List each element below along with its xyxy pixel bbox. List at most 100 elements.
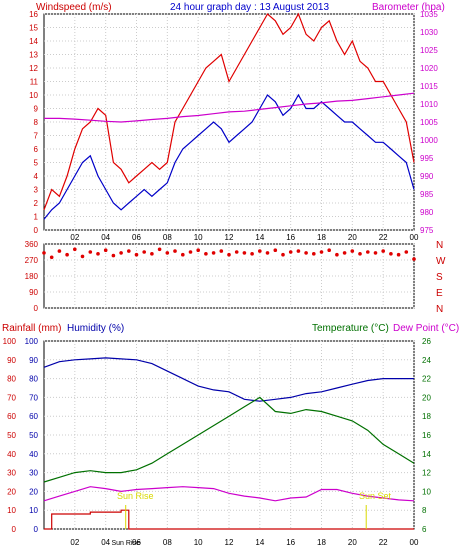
wind-y-tick: 9 [34,105,39,114]
wind-y-tick: 12 [29,64,38,73]
dir-point [96,252,100,256]
lower-x-tick: 12 [225,538,234,547]
annotations: Sun Rise Sun Set [117,491,392,529]
temp-y-tick: 18 [422,412,431,421]
rain-y-tick: 40 [7,450,16,459]
baro-y-tick: 1030 [420,28,438,37]
rain-y-tick: 90 [7,356,16,365]
dir-point [389,252,393,256]
dir-y-tick: 90 [29,288,38,297]
dir-point [242,251,247,255]
wind-y-tick: 16 [29,10,38,19]
temp-y-tick: 6 [422,525,427,534]
wind-y-tick: 13 [29,51,38,60]
dir-point [49,255,54,260]
wind-y-tick: 2 [34,199,39,208]
dir-point [188,250,193,254]
dir-point [412,257,416,261]
hum-y-tick: 50 [29,431,38,440]
temp-y-tick: 12 [422,469,431,478]
dew-line [43,486,415,502]
dir-point [142,250,146,254]
dir-point [265,251,270,255]
dir-point [366,250,370,254]
dir-point [296,249,301,253]
dir-point [258,249,262,253]
baro-y-tick: 1025 [420,46,438,55]
dir-point [281,252,285,257]
baro-y-tick: 995 [420,154,434,163]
lower-x-tick: 06 [132,538,141,547]
windspeed-label: Windspeed (m/s) [36,2,112,13]
dir-point [250,252,254,256]
dir-point [312,252,316,256]
dir-point [204,252,208,256]
dir-y-tick: 180 [25,272,39,281]
wind-x-tick: 00 [410,233,419,242]
rain-y-tick: 0 [12,525,17,534]
lower-x-tick: 14 [255,538,264,547]
wind-y-tick: 8 [34,118,39,127]
rain-y-tick: 100 [3,337,17,346]
hum-y-tick: 100 [25,337,39,346]
graph-title: 24 hour graph day : 13 August 2013 [170,2,329,13]
rain-y-tick: 30 [7,469,16,478]
dir-point [335,252,339,257]
dir-point [350,249,355,253]
baro-y-tick: 1005 [420,118,438,127]
wind-y-tick: 4 [34,172,39,181]
dir-point [88,250,93,254]
dir-point [57,249,62,253]
dir-point [157,247,162,252]
dir-point [319,250,324,254]
sun-rise-annotation: Sun Rise [117,491,154,501]
dir-point [404,250,409,254]
hum-y-tick: 0 [34,525,39,534]
lower-x-tick: 04 [101,538,110,547]
dir-point [342,251,347,255]
wind-y-tick: 5 [34,159,39,168]
temp-y-tick: 24 [422,356,431,365]
sunrise-x-tick: Sun Rise [112,540,141,547]
dir-point [304,251,308,255]
baro-y-tick: 1000 [420,136,438,145]
temp-y-tick: 16 [422,431,431,440]
temp-y-tick: 26 [422,337,431,346]
wind-x-tick: 16 [286,233,295,242]
wind-y-tick: 0 [34,226,39,235]
dir-point [127,249,131,253]
dir-point [219,249,224,253]
dir-point [396,252,401,257]
hum-y-tick: 30 [29,469,38,478]
wind-y-tick: 11 [30,78,39,87]
dir-point [358,252,362,256]
wind-y-tick: 15 [29,24,38,33]
temp-y-tick: 14 [422,450,431,459]
hum-y-tick: 60 [29,412,38,421]
hum-y-tick: 20 [29,487,38,496]
hum-y-tick: 10 [29,506,38,515]
dir-point [73,247,77,252]
dir-y-tick: 360 [25,240,39,249]
dewpoint-label: Dew Point (°C) [393,323,459,334]
temperature-label: Temperature (°C) [312,323,389,334]
barometer-label: Barometer (hpa) [372,2,445,13]
axis-labels: 0123456789101112131415169759809859909951… [3,10,446,547]
dir-point [173,249,177,253]
rain-y-tick: 80 [7,375,16,384]
direction-series [42,247,416,261]
wind-y-tick: 14 [29,37,38,46]
wind-x-tick: 02 [70,233,79,242]
dir-point [196,248,200,252]
wind-y-tick: 6 [34,145,39,154]
wind-series [43,12,415,220]
wind-x-tick: 04 [101,233,110,242]
dir-point [150,252,154,256]
dir-point [42,251,46,255]
rain-y-tick: 10 [7,506,16,515]
humidity-label: Humidity (%) [67,323,124,334]
baro-y-tick: 975 [420,226,434,235]
baro-y-tick: 985 [420,190,434,199]
baro-line [44,92,415,123]
